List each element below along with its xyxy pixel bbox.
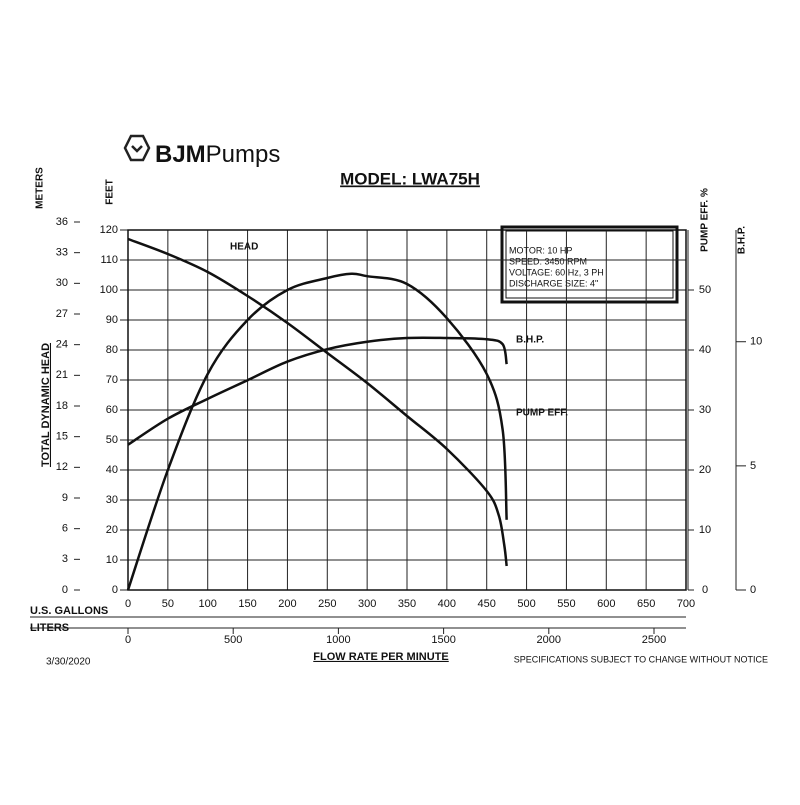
curve-label: PUMP EFF.	[516, 408, 568, 419]
meters-tick-label: 21	[56, 369, 68, 381]
y2-tick-label: 10	[699, 524, 711, 536]
liters-tick-label: 1500	[431, 634, 455, 646]
y-tick-label: 110	[100, 254, 118, 266]
x-tick-label: 400	[438, 598, 456, 610]
meters-tick-label: 18	[56, 400, 68, 412]
x-tick-label: 650	[637, 598, 655, 610]
bhp-label: B.H.P.	[737, 226, 748, 254]
y-tick-label: 60	[106, 404, 118, 416]
meters-tick-label: 36	[56, 216, 68, 228]
y-tick-label: 40	[106, 464, 118, 476]
x-tick-label: 600	[597, 598, 615, 610]
y2-tick-label: 20	[699, 464, 711, 476]
curve	[126, 272, 508, 591]
y-tick-label: 0	[112, 584, 118, 596]
logo-bold: BJM	[155, 141, 206, 168]
logo-icon	[123, 134, 151, 162]
curve	[127, 336, 508, 446]
y2-tick-label: 40	[699, 344, 711, 356]
meters-tick-label: 9	[62, 492, 68, 504]
y-tick-label: 10	[106, 554, 118, 566]
x-tick-label: 0	[125, 598, 131, 610]
y-tick-label: 20	[106, 524, 118, 536]
y-tick-label: 90	[106, 314, 118, 326]
curve-label: HEAD	[230, 242, 258, 253]
meters-tick-label: 24	[56, 339, 68, 351]
meters-tick-label: 27	[56, 308, 68, 320]
liters-tick-label: 1000	[326, 634, 350, 646]
meters-label: METERS	[35, 167, 46, 209]
y2-tick-label: 0	[702, 584, 708, 596]
meters-tick-label: 30	[56, 277, 68, 289]
x-tick-label: 300	[358, 598, 376, 610]
x-tick-label: 500	[517, 598, 535, 610]
meters-tick-label: 12	[56, 461, 68, 473]
head-label: TOTAL DYNAMIC HEAD	[40, 343, 52, 467]
y3-tick-label: 5	[750, 460, 756, 472]
liters-tick-label: 2500	[642, 634, 666, 646]
y-tick-label: 30	[106, 494, 118, 506]
x-tick-label: 700	[677, 598, 695, 610]
y-tick-label: 70	[106, 374, 118, 386]
meters-tick-label: 3	[62, 553, 68, 565]
x-tick-label: 250	[318, 598, 336, 610]
x-tick-label: 200	[278, 598, 296, 610]
flow-label: FLOW RATE PER MINUTE	[313, 651, 448, 663]
liters-tick-label: 500	[224, 634, 242, 646]
y3-tick-label: 10	[750, 336, 762, 348]
x-tick-label: 50	[162, 598, 174, 610]
y-tick-label: 80	[106, 344, 118, 356]
eff-label: PUMP EFF. %	[700, 188, 711, 252]
liters-tick-label: 2000	[537, 634, 561, 646]
spec-box-inner	[505, 230, 674, 299]
spec-line: DISCHARGE SIZE: 4"	[509, 278, 598, 288]
curve-label: B.H.P.	[516, 335, 544, 346]
meters-tick-label: 15	[56, 431, 68, 443]
note: SPECIFICATIONS SUBJECT TO CHANGE WITHOUT…	[514, 654, 768, 664]
y2-tick-label: 50	[699, 284, 711, 296]
x-tick-label: 350	[398, 598, 416, 610]
logo-rest: Pumps	[206, 141, 281, 168]
y-tick-label: 100	[100, 284, 118, 296]
feet-label: FEET	[105, 179, 116, 205]
meters-tick-label: 6	[62, 523, 68, 535]
x-tick-label: 150	[238, 598, 256, 610]
gallons-label: U.S. GALLONS	[30, 605, 108, 617]
plot-frame	[127, 229, 687, 591]
meters-tick-label: 0	[62, 584, 68, 596]
x-tick-label: 100	[199, 598, 217, 610]
chart-title: MODEL: LWA75H	[340, 169, 480, 188]
y-tick-label: 50	[106, 434, 118, 446]
curve	[127, 237, 508, 567]
spec-line: MOTOR: 10 HP	[509, 245, 572, 255]
logo: BJMPumps	[155, 141, 280, 168]
y2-tick-label: 30	[699, 404, 711, 416]
x-tick-label: 550	[557, 598, 575, 610]
spec-line: SPEED: 3450 RPM	[509, 256, 587, 266]
y-tick-label: 120	[100, 224, 118, 236]
x-tick-label: 450	[478, 598, 496, 610]
y3-tick-label: 0	[750, 584, 756, 596]
date: 3/30/2020	[46, 657, 91, 668]
liters-tick-label: 0	[125, 634, 131, 646]
meters-tick-label: 33	[56, 247, 68, 259]
spec-line: VOLTAGE: 60 Hz, 3 PH	[509, 267, 604, 277]
